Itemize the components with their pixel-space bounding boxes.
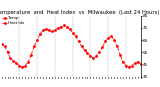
Title: MKE  Temperature  and  Heat Index  vs  Milwaukee  (Last 24 Hours): MKE Temperature and Heat Index vs Milwau…: [0, 10, 160, 15]
Legend: Temp, Heat Idx: Temp, Heat Idx: [2, 16, 24, 25]
